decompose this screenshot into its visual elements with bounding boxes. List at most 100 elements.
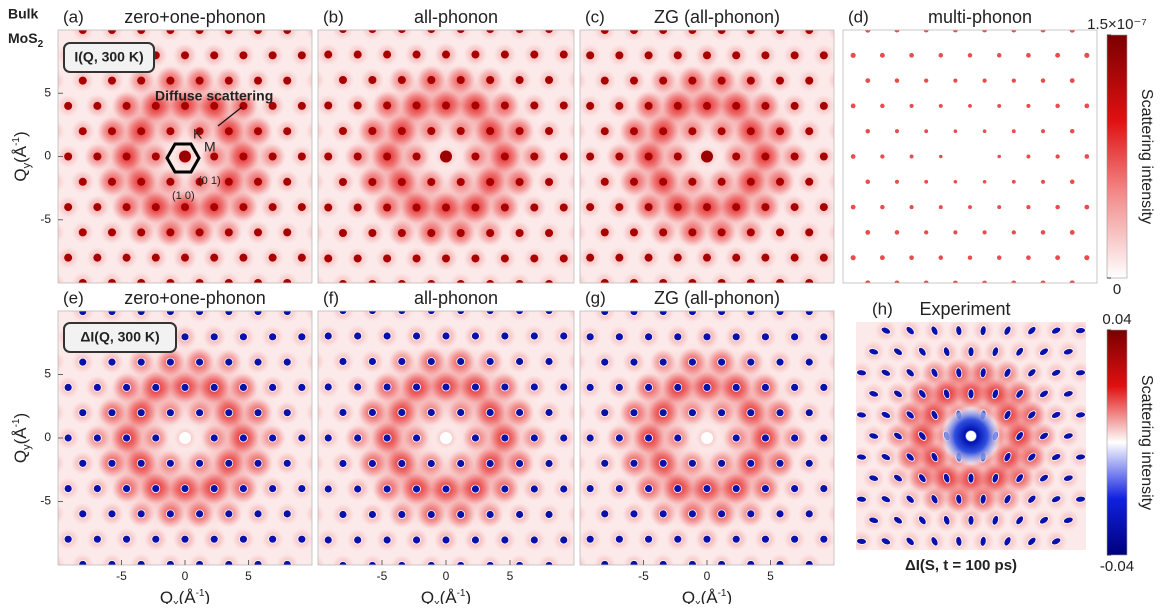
- bragg-peak: [834, 510, 842, 518]
- bragg-peak: [559, 152, 568, 161]
- bragg-peak: [673, 433, 683, 443]
- bragg-peak: [930, 409, 939, 420]
- bragg-peak: [732, 152, 741, 161]
- bragg-peak: [323, 484, 333, 494]
- bragg-peak: [880, 453, 891, 461]
- bragg-peak: [151, 484, 161, 493]
- bragg-peak: [732, 253, 741, 262]
- bragg-peak: [673, 332, 683, 342]
- bragg-peak: [939, 154, 943, 159]
- bragg-peak: [456, 408, 466, 417]
- bragg-peak: [1027, 326, 1037, 336]
- bragg-peak: [239, 383, 248, 392]
- bragg-peak: [544, 408, 554, 417]
- bragg-peak: [805, 30, 814, 35]
- bragg-peak: [856, 411, 867, 419]
- bragg-peak: [1039, 431, 1049, 441]
- bragg-peak: [297, 51, 306, 60]
- bragg-peak: [283, 278, 292, 283]
- axis-label-part: ): [726, 588, 732, 604]
- bragg-peak: [297, 253, 306, 262]
- x-tick-label: 0: [704, 569, 711, 583]
- bragg-peak: [515, 177, 524, 186]
- bragg-peak: [1040, 230, 1046, 235]
- diffuse-glow: [580, 70, 587, 91]
- bragg-peak: [1003, 325, 1012, 336]
- bragg-peak: [868, 390, 879, 398]
- diffuse-glow: [305, 30, 312, 41]
- panel-label: (b): [323, 7, 344, 26]
- bragg-peak: [865, 30, 871, 33]
- bragg-peak: [923, 30, 929, 33]
- bragg-peak: [893, 431, 903, 441]
- bragg-peak: [368, 127, 377, 136]
- axis-label-part: (Å: [701, 588, 719, 604]
- bragg-peak: [93, 203, 102, 212]
- bragg-peak: [136, 408, 146, 418]
- bragg-peak: [515, 311, 524, 315]
- bragg-peak: [1039, 347, 1049, 356]
- bragg-peak: [918, 515, 927, 526]
- bragg-peak: [673, 152, 682, 161]
- bragg-peak: [991, 388, 999, 400]
- diffuse-glow: [318, 351, 325, 372]
- bragg-peak: [997, 103, 1002, 108]
- bragg-peak: [282, 408, 292, 418]
- bragg-peak: [441, 331, 451, 341]
- diffuse-glow: [479, 554, 502, 565]
- bragg-peak: [790, 152, 799, 161]
- bragg-peak: [559, 203, 568, 212]
- bragg-peak: [471, 50, 480, 59]
- bragg-peak: [368, 76, 377, 85]
- bragg-peak: [894, 129, 900, 134]
- bragg-peak: [868, 348, 879, 356]
- bragg-peak: [63, 433, 73, 443]
- bragg-peak: [893, 389, 903, 399]
- bragg-peak: [761, 152, 770, 161]
- bragg-peak: [1051, 495, 1062, 504]
- heatmap-body: [580, 311, 842, 565]
- panel-title: ZG (all-phonon): [654, 288, 780, 308]
- bragg-peak: [166, 127, 175, 136]
- diffuse-glow: [567, 504, 574, 525]
- bragg-peak: [268, 152, 277, 161]
- diffuse-glow: [361, 311, 384, 322]
- index-label: (1 0): [172, 190, 195, 202]
- bragg-peak: [166, 30, 175, 35]
- bragg-peak: [93, 253, 102, 262]
- bragg-peak: [600, 509, 610, 519]
- bragg-peak: [615, 253, 624, 262]
- diffuse-glow: [827, 311, 834, 322]
- diffuse-glow: [58, 352, 65, 373]
- bragg-peak: [761, 433, 770, 443]
- bragg-peak: [485, 311, 495, 315]
- bragg-peak: [1063, 516, 1074, 524]
- bragg-peak: [1069, 128, 1075, 134]
- bragg-peak: [209, 433, 219, 443]
- x-tick-label: 5: [245, 569, 252, 583]
- colorbar: -0.04 0.04 Scattering intensity: [1100, 311, 1155, 575]
- x-axis-label: Qx(Å-1): [682, 588, 732, 604]
- bragg-peak: [717, 177, 726, 186]
- diffuse-glow: [769, 311, 792, 323]
- bragg-peak: [659, 278, 668, 283]
- bragg-peak: [107, 408, 117, 418]
- diffuse-glow: [130, 311, 153, 323]
- bragg-peak: [600, 560, 610, 565]
- bragg-peak: [659, 76, 668, 85]
- bragg-peak: [224, 30, 233, 35]
- bragg-peak: [865, 128, 871, 134]
- axis-label-part: ): [11, 131, 30, 137]
- bragg-peak: [239, 203, 248, 212]
- bragg-peak: [717, 560, 727, 565]
- bragg-peak: [500, 331, 510, 341]
- bragg-peak: [819, 332, 829, 342]
- bragg-peak: [790, 332, 800, 342]
- bragg-peak: [383, 203, 392, 212]
- heatmap-body: [58, 311, 312, 565]
- diffuse-glow: [318, 222, 325, 244]
- bragg-peak: [382, 331, 392, 341]
- diffuse-glow: [71, 271, 94, 283]
- panel-title: all-phonon: [414, 7, 498, 27]
- diffuse-glow: [580, 272, 587, 283]
